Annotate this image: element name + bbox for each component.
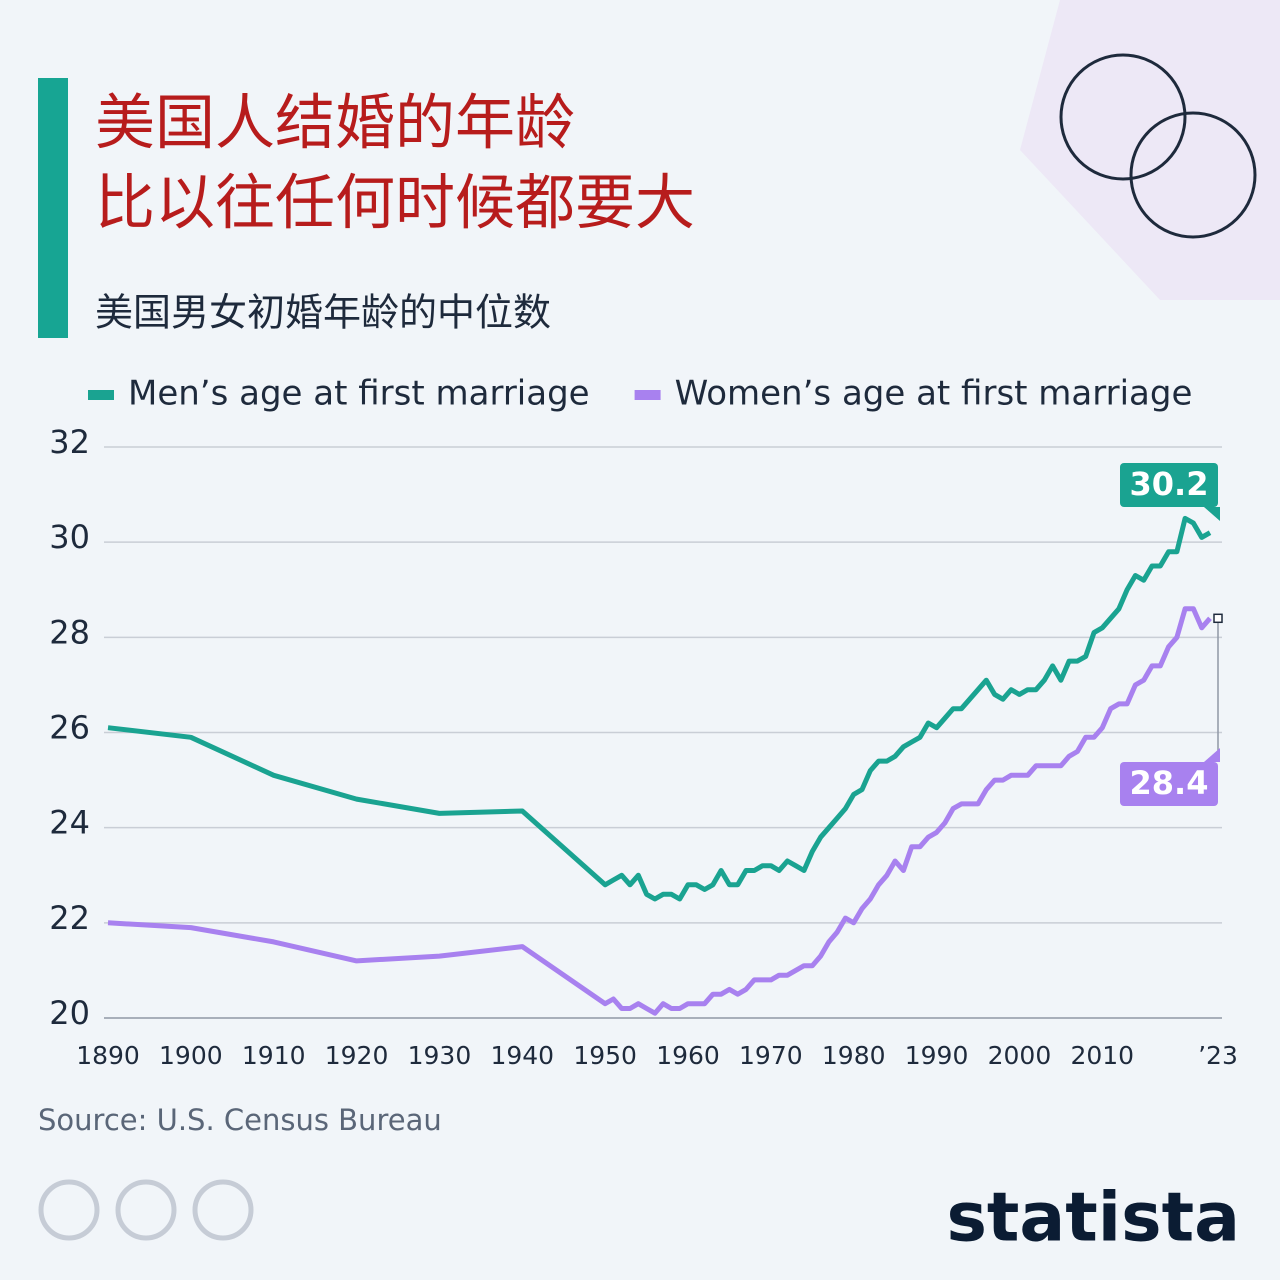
y-tick-label: 30 xyxy=(49,518,90,556)
accent-bar xyxy=(38,78,68,338)
x-tick-label: 1980 xyxy=(822,1041,886,1070)
license-icons xyxy=(38,1179,254,1241)
legend-swatch xyxy=(634,390,661,400)
x-tick-label: 1960 xyxy=(656,1041,720,1070)
y-tick-label: 20 xyxy=(49,994,90,1032)
x-tick-label: 1900 xyxy=(159,1041,223,1070)
line-series xyxy=(107,606,1212,1016)
ring-icon xyxy=(1129,111,1257,239)
y-tick-label: 26 xyxy=(49,709,90,747)
x-tick-label: 1970 xyxy=(739,1041,803,1070)
y-tick-label: 24 xyxy=(49,804,90,842)
x-tick-label: 1920 xyxy=(325,1041,389,1070)
x-tick-label: 2000 xyxy=(988,1041,1052,1070)
value-label-box xyxy=(1120,762,1218,806)
x-tick-label: 1930 xyxy=(408,1041,472,1070)
value-label: 28.4 xyxy=(1130,764,1209,802)
value-label-pointer xyxy=(1204,507,1220,521)
x-tick-label: ’23 xyxy=(1198,1041,1238,1070)
y-tick-label: 32 xyxy=(49,423,90,461)
x-tick-label: 1890 xyxy=(76,1041,140,1070)
chart-title: 比以往任何时候都要大 xyxy=(95,169,695,239)
y-tick-label: 28 xyxy=(49,613,90,651)
legend-label: Women’s age at first marriage xyxy=(675,374,1193,414)
x-tick-label: 1940 xyxy=(490,1041,554,1070)
decor-shape xyxy=(1020,0,1280,300)
brand-logo: statista xyxy=(946,1179,1240,1258)
x-tick-label: 1950 xyxy=(573,1041,637,1070)
by-icon xyxy=(115,1179,177,1241)
ring-icon xyxy=(1059,53,1187,181)
legend-swatch xyxy=(88,390,114,400)
chart-title: 美国人结婚的年龄 xyxy=(95,89,575,159)
value-label-pointer xyxy=(1204,748,1220,762)
legend-label: Men’s age at first marriage xyxy=(128,374,590,414)
chart-subtitle: 美国男女初婚年龄的中位数 xyxy=(95,291,551,335)
leader-marker xyxy=(1213,613,1223,624)
value-label-box xyxy=(1120,463,1218,507)
x-tick-label: 1990 xyxy=(905,1041,969,1070)
line-series xyxy=(107,515,1212,902)
cc-icon xyxy=(38,1179,100,1241)
x-tick-label: 1910 xyxy=(242,1041,306,1070)
value-label: 30.2 xyxy=(1130,465,1209,503)
x-tick-label: 2010 xyxy=(1070,1041,1134,1070)
source: Source: U.S. Census Bureau xyxy=(38,1103,442,1137)
nd-icon xyxy=(192,1179,254,1241)
y-tick-label: 22 xyxy=(49,899,90,937)
